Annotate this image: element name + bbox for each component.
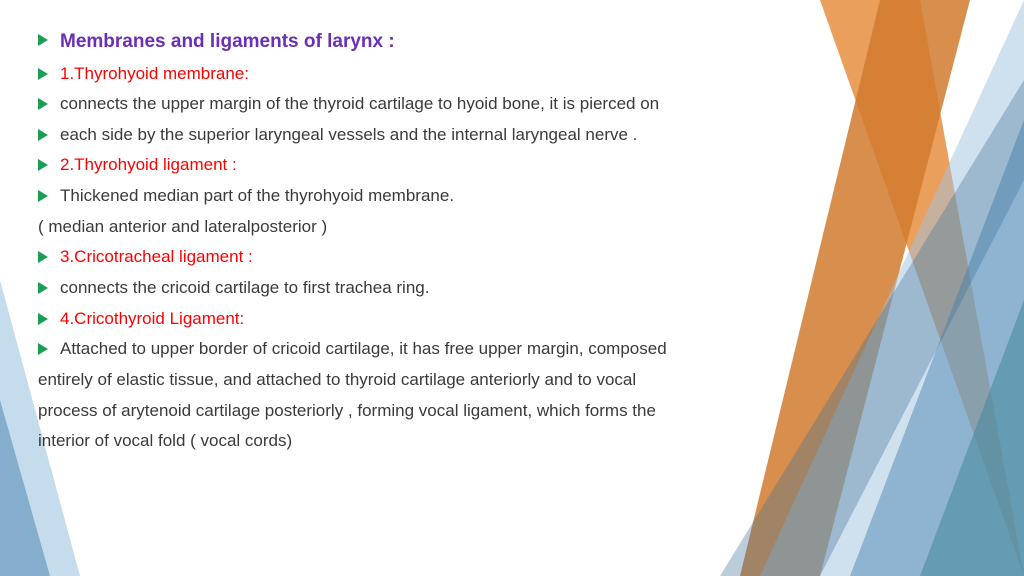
slide-heading-text: 4.Cricothyroid Ligament: bbox=[60, 307, 244, 332]
slide-line: entirely of elastic tissue, and attached… bbox=[38, 368, 964, 393]
slide-line: connects the cricoid cartilage to first … bbox=[38, 276, 964, 301]
slide-content: Membranes and ligaments of larynx : 1.Thy… bbox=[38, 28, 964, 460]
bullet-icon bbox=[38, 251, 48, 263]
slide-line: each side by the superior laryngeal vess… bbox=[38, 123, 964, 148]
slide-heading-text: 1.Thyrohyoid membrane: bbox=[60, 62, 249, 87]
slide-line: 3.Cricotracheal ligament : bbox=[38, 245, 964, 270]
bullet-icon bbox=[38, 34, 48, 46]
bullet-icon bbox=[38, 282, 48, 294]
slide-heading-text: 3.Cricotracheal ligament : bbox=[60, 245, 253, 270]
bullet-icon bbox=[38, 343, 48, 355]
slide-line: Attached to upper border of cricoid cart… bbox=[38, 337, 964, 362]
slide-line: 2.Thyrohyoid ligament : bbox=[38, 153, 964, 178]
slide-line: ( median anterior and lateralposterior ) bbox=[38, 215, 964, 240]
slide-line: process of arytenoid cartilage posterior… bbox=[38, 399, 964, 424]
slide-body-text: entirely of elastic tissue, and attached… bbox=[38, 368, 636, 393]
slide-line: connects the upper margin of the thyroid… bbox=[38, 92, 964, 117]
slide-body-text: connects the cricoid cartilage to first … bbox=[60, 276, 429, 301]
slide-line: interior of vocal fold ( vocal cords) bbox=[38, 429, 964, 454]
bullet-icon bbox=[38, 313, 48, 325]
bullet-icon bbox=[38, 68, 48, 80]
slide-body-text: connects the upper margin of the thyroid… bbox=[60, 92, 659, 117]
slide-body-text: process of arytenoid cartilage posterior… bbox=[38, 399, 656, 424]
slide-line: 1.Thyrohyoid membrane: bbox=[38, 62, 964, 87]
bullet-icon bbox=[38, 190, 48, 202]
slide-body-text: each side by the superior laryngeal vess… bbox=[60, 123, 637, 148]
bullet-icon bbox=[38, 159, 48, 171]
slide-line: Membranes and ligaments of larynx : bbox=[38, 28, 964, 56]
bullet-icon bbox=[38, 129, 48, 141]
slide-heading-text: 2.Thyrohyoid ligament : bbox=[60, 153, 237, 178]
slide-body-text: Thickened median part of the thyrohyoid … bbox=[60, 184, 454, 209]
slide-body-text: interior of vocal fold ( vocal cords) bbox=[38, 429, 292, 454]
slide-line: 4.Cricothyroid Ligament: bbox=[38, 307, 964, 332]
slide-body-text: Attached to upper border of cricoid cart… bbox=[60, 337, 667, 362]
slide-line: Thickened median part of the thyrohyoid … bbox=[38, 184, 964, 209]
slide-title-text: Membranes and ligaments of larynx : bbox=[60, 28, 395, 56]
slide-body-text: ( median anterior and lateralposterior ) bbox=[38, 215, 327, 240]
bullet-icon bbox=[38, 98, 48, 110]
